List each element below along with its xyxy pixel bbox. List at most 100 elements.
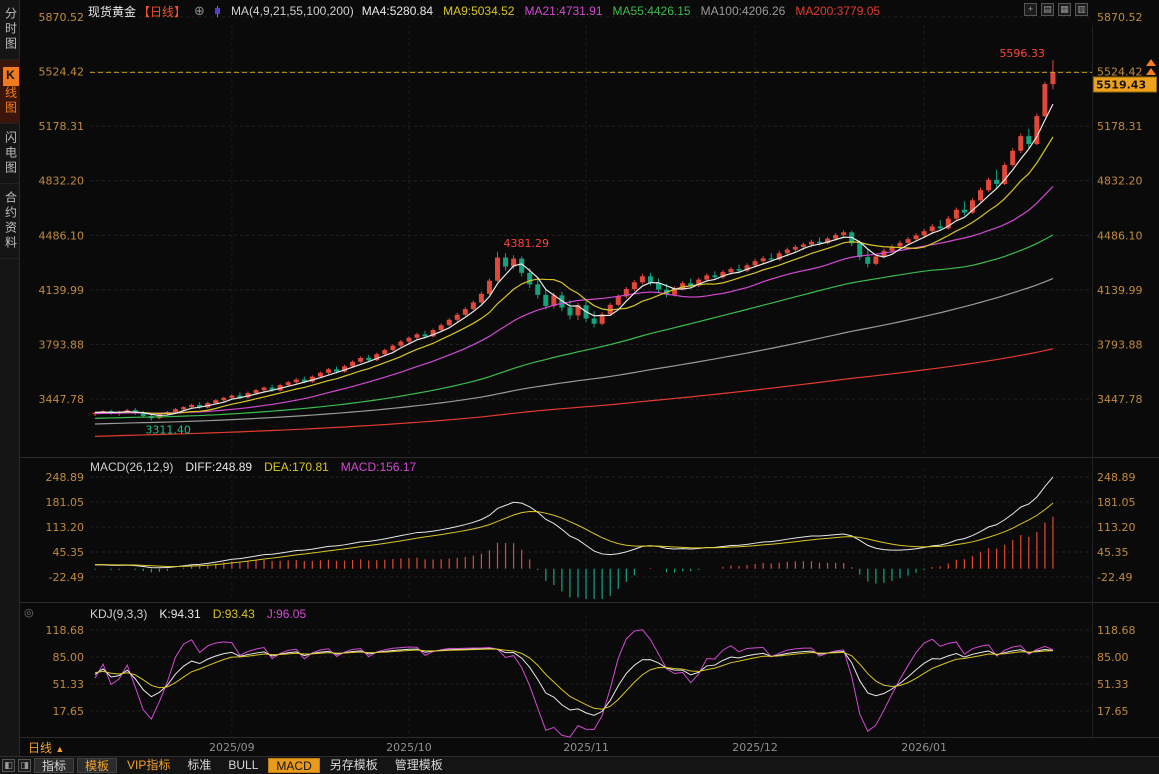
svg-text:5596.33: 5596.33	[999, 47, 1045, 60]
period-tag: 【日线】	[138, 4, 187, 19]
svg-text:-22.49: -22.49	[1097, 571, 1132, 584]
split-view-icon[interactable]: ▤	[1041, 3, 1054, 16]
svg-text:2026/01: 2026/01	[901, 741, 947, 754]
svg-text:181.05: 181.05	[1097, 496, 1136, 509]
svg-text:5178.31: 5178.31	[39, 120, 85, 133]
svg-text:3447.78: 3447.78	[39, 393, 85, 406]
ma-legend-value: MA55:4426.15	[612, 4, 691, 18]
svg-text:2025/09: 2025/09	[209, 741, 255, 754]
svg-text:5178.31: 5178.31	[1097, 120, 1143, 133]
svg-text:85.00: 85.00	[1097, 651, 1129, 664]
macd-diff-value: DIFF:248.89	[185, 460, 253, 474]
sidebar-item-label: 线图	[3, 86, 18, 116]
svg-text:181.05: 181.05	[46, 496, 85, 509]
single-view-icon[interactable]: ▥	[1075, 3, 1088, 16]
k-badge: K	[2, 67, 19, 86]
tab-template[interactable]: 模板	[77, 758, 118, 773]
svg-text:4486.10: 4486.10	[39, 229, 85, 242]
template-bull[interactable]: BULL	[228, 758, 259, 772]
macd-title[interactable]: MACD(26,12,9)	[90, 460, 174, 474]
template-macd[interactable]: MACD	[268, 758, 320, 773]
save-template-button[interactable]: 另存模板	[329, 758, 378, 772]
svg-text:5870.52: 5870.52	[39, 11, 85, 24]
panel-separators	[20, 25, 1159, 738]
svg-text:118.68: 118.68	[46, 624, 85, 637]
new-window-icon[interactable]: +	[1024, 3, 1037, 16]
svg-text:51.33: 51.33	[53, 678, 85, 691]
candlestick-series[interactable]	[92, 60, 1056, 421]
svg-text:4832.20: 4832.20	[1097, 175, 1143, 188]
window-layout-icons: + ▤ ▦ ▥	[1024, 3, 1088, 16]
last-price-tag: 5519.43	[1093, 76, 1157, 93]
svg-text:85.00: 85.00	[53, 651, 85, 664]
period-dropdown-label: 日线	[28, 741, 53, 755]
price-annotations: 5596.33 4381.29 3311.40	[145, 47, 1045, 436]
svg-text:5524.42: 5524.42	[1097, 66, 1143, 79]
kdj-lines	[94, 629, 1054, 738]
svg-text:113.20: 113.20	[46, 521, 85, 534]
symbol-title: 现货黄金	[88, 4, 137, 19]
ma-params-label[interactable]: MA(4,9,21,55,100,200)	[230, 4, 354, 18]
kdj-k-value: K:94.31	[159, 607, 201, 621]
ma-legend-value: MA21:4731.91	[524, 4, 603, 18]
pane-split-icon[interactable]: ◧	[2, 759, 15, 772]
svg-text:4139.99: 4139.99	[1097, 284, 1143, 297]
macd-histogram	[94, 516, 1054, 599]
ma-legend-value: MA4:5280.84	[361, 4, 434, 18]
ma-settings-icon[interactable]	[213, 5, 223, 18]
svg-text:-22.49: -22.49	[49, 571, 84, 584]
bottom-toolbar: ◧ ◨ 指标 模板 VIP指标 标准 BULL MACD 另存模板 管理模板	[0, 756, 1159, 774]
panel-settings-icon[interactable]: ◎	[24, 607, 34, 619]
macd-panel-header: MACD(26,12,9) DIFF:248.89 DEA:170.81 MAC…	[90, 460, 416, 474]
svg-text:4381.29: 4381.29	[504, 237, 550, 250]
circle-plus-icon[interactable]: ⊕	[194, 3, 205, 18]
svg-text:2025/12: 2025/12	[732, 741, 778, 754]
tab-indicator[interactable]: 指标	[34, 758, 75, 773]
sidebar-item-contract-info[interactable]: 合约资料	[0, 184, 20, 259]
sidebar-item-kline-chart[interactable]: K线图	[0, 60, 20, 124]
svg-text:118.68: 118.68	[1097, 624, 1136, 637]
sidebar-item-time-chart[interactable]: 分时图	[0, 0, 20, 60]
tab-vip-indicator[interactable]: VIP指标	[127, 758, 171, 772]
kdj-d-value: D:93.43	[212, 607, 255, 621]
svg-text:5870.52: 5870.52	[1097, 11, 1143, 24]
macd-macd-value: MACD:156.17	[340, 460, 417, 474]
svg-text:51.33: 51.33	[1097, 678, 1129, 691]
pane-merge-icon[interactable]: ◨	[18, 759, 31, 772]
ma-lines	[94, 103, 1054, 437]
svg-text:5519.43: 5519.43	[1096, 79, 1146, 92]
macd-lines	[94, 476, 1054, 569]
period-dropdown[interactable]: 日线 ▲	[28, 739, 64, 756]
svg-text:248.89: 248.89	[46, 471, 85, 484]
left-tab-sidebar: 分时图 K线图 闪电图 合约资料	[0, 0, 20, 756]
svg-text:17.65: 17.65	[1097, 705, 1129, 718]
latest-arrow-icon[interactable]	[1146, 59, 1156, 75]
svg-text:3311.40: 3311.40	[145, 424, 191, 437]
sidebar-item-flash-chart[interactable]: 闪电图	[0, 124, 20, 184]
kdj-panel-header: KDJ(9,3,3) K:94.31 D:93.43 J:96.05	[90, 607, 306, 621]
macd-dea-value: DEA:170.81	[264, 460, 329, 474]
price-axis-labels: 5870.52 5870.52 5524.42 5524.42 5178.31 5178.…	[39, 11, 1143, 718]
svg-text:5524.42: 5524.42	[39, 66, 85, 79]
svg-text:4486.10: 4486.10	[1097, 229, 1143, 242]
ma-legend-value: MA100:4206.26	[700, 4, 786, 18]
svg-text:45.35: 45.35	[53, 546, 85, 559]
date-axis-labels: 2025/09 2025/10 2025/11 2025/12 2026/01	[209, 741, 947, 754]
ma-legend-value: MA9:5034.52	[443, 4, 515, 18]
svg-text:3793.88: 3793.88	[39, 338, 85, 351]
svg-text:3793.88: 3793.88	[1097, 338, 1143, 351]
gridlines	[90, 16, 1092, 737]
svg-text:3447.78: 3447.78	[1097, 393, 1143, 406]
topbar: 现货黄金 【日线】 ⊕ MA(4,9,21,55,100,200) MA4:52…	[88, 2, 890, 20]
grid-view-icon[interactable]: ▦	[1058, 3, 1071, 16]
ma-legend-value: MA200:3779.05	[795, 4, 881, 18]
kdj-title[interactable]: KDJ(9,3,3)	[90, 607, 148, 621]
svg-text:4832.20: 4832.20	[39, 175, 85, 188]
svg-text:2025/10: 2025/10	[386, 741, 432, 754]
manage-template-button[interactable]: 管理模板	[394, 758, 443, 772]
kdj-j-value: J:96.05	[266, 607, 307, 621]
svg-text:45.35: 45.35	[1097, 546, 1129, 559]
template-standard[interactable]: 标准	[187, 758, 212, 772]
